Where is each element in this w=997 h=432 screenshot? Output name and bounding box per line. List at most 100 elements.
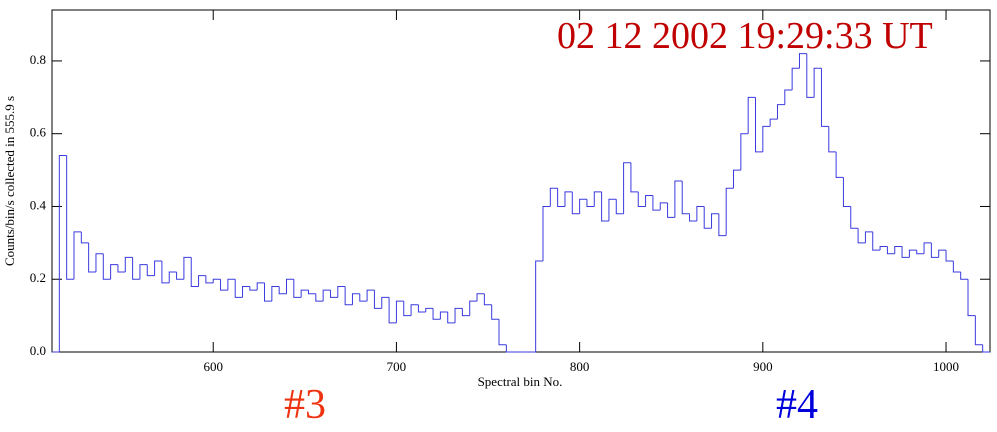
step-segment [483, 293, 492, 306]
step-segment [264, 282, 272, 302]
y-axis-label: Counts/bin/s collected in 555.9 s [2, 96, 17, 266]
step-segment [329, 290, 338, 298]
step-segment [315, 293, 324, 302]
step-segment [454, 307, 463, 323]
annotation: #3 [284, 382, 326, 427]
step-segment [703, 206, 712, 229]
step-segment [425, 307, 434, 312]
step-segment [806, 53, 815, 98]
step-segment [227, 278, 236, 291]
step-segment [73, 231, 82, 280]
step-segment [439, 311, 448, 320]
step-segment [667, 202, 675, 218]
step-segment [879, 245, 888, 251]
step-segment [630, 162, 639, 193]
step-segment [469, 300, 478, 316]
step-segment [740, 133, 749, 171]
y-tick-label: 0.2 [30, 270, 46, 285]
y-tick-label: 0.0 [30, 343, 46, 358]
step-segment [652, 195, 661, 211]
x-tick-label: 600 [203, 359, 223, 374]
step-segment [476, 293, 485, 302]
step-segment [835, 151, 844, 178]
step-segment [776, 104, 785, 120]
step-segment [601, 191, 609, 222]
step-segment [535, 260, 543, 352]
step-segment [381, 296, 390, 309]
step-segment [491, 304, 500, 320]
x-tick-label: 900 [753, 359, 773, 374]
step-segment [791, 67, 800, 91]
step-segment [908, 249, 917, 258]
step-segment [820, 68, 829, 127]
step-segment [80, 231, 89, 244]
step-segment [711, 213, 719, 229]
y-tick-label: 0.4 [30, 197, 47, 212]
step-segment [681, 181, 690, 215]
step-segment [58, 155, 67, 352]
step-segment [659, 202, 668, 211]
step-segment [395, 300, 404, 323]
step-segment [351, 293, 360, 305]
step-segment [842, 177, 851, 207]
step-segment [388, 297, 397, 324]
step-segment [307, 290, 316, 295]
step-segment [755, 97, 763, 153]
step-segment [88, 242, 96, 273]
step-segment [212, 278, 221, 283]
step-segment [586, 199, 595, 207]
step-segment [322, 289, 331, 302]
step-segment [139, 264, 148, 280]
step-segment [403, 301, 412, 317]
step-segment [864, 231, 873, 243]
step-segment [286, 278, 294, 294]
step-segment [960, 271, 969, 280]
step-segment [505, 344, 514, 353]
step-segment [366, 289, 375, 302]
step-segment [176, 271, 184, 280]
step-segment [769, 118, 778, 127]
step-segment [718, 213, 727, 237]
step-segment [154, 260, 162, 276]
step-segment [828, 126, 837, 153]
step-segment [110, 264, 118, 280]
step-segment [945, 250, 954, 262]
step-segment [733, 169, 741, 189]
step-segment [256, 282, 265, 291]
step-segment [373, 290, 382, 309]
step-segment [337, 286, 346, 298]
step-segment [623, 162, 631, 214]
step-segment [571, 191, 580, 215]
step-segment [901, 246, 910, 258]
step-segment [205, 275, 214, 284]
step-segment [124, 256, 133, 272]
step-segment [674, 180, 683, 218]
step-segment [161, 261, 170, 284]
step-segment [498, 319, 507, 346]
step-segment [637, 191, 646, 207]
step-segment [117, 264, 126, 273]
step-segment [183, 256, 192, 280]
step-segment [798, 53, 807, 69]
step-segment [930, 242, 939, 258]
step-segment [872, 231, 881, 251]
annotation: #4 [776, 382, 818, 427]
step-segment [432, 308, 441, 320]
step-segment [784, 89, 793, 105]
step-segment [982, 344, 990, 353]
y-tick-label: 0.6 [30, 125, 47, 140]
step-segment [564, 191, 573, 207]
step-segment [293, 279, 302, 298]
step-segment [542, 205, 551, 262]
step-segment [593, 191, 602, 207]
step-segment [146, 264, 155, 277]
step-segment [300, 289, 309, 298]
step-segment [916, 250, 925, 255]
step-segment [923, 242, 932, 254]
step-segment [938, 249, 947, 258]
step-segment [974, 315, 983, 346]
step-segment [447, 311, 456, 324]
x-tick-label: 700 [387, 359, 407, 374]
step-segment [952, 261, 961, 273]
